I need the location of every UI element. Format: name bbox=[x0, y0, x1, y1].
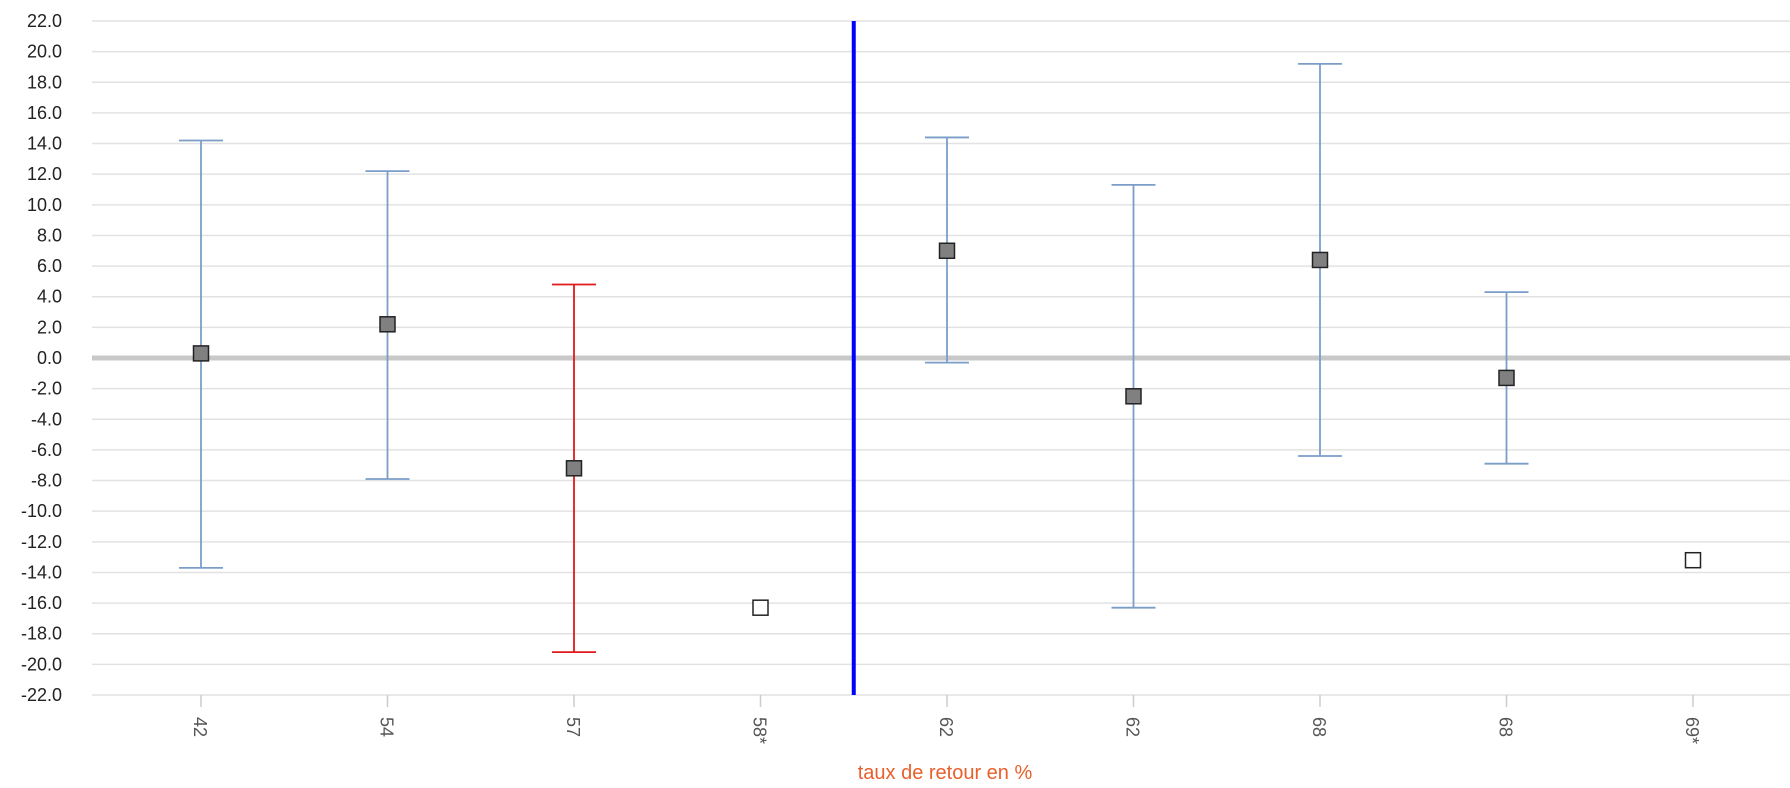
y-tick-label: 0.0 bbox=[37, 348, 62, 368]
y-axis-ticks: -22.0 -20.0 -18.0 -16.0 -14.0 -12.0 -10.0 -8.0 -… bbox=[21, 11, 62, 705]
y-tick-label: -20.0 bbox=[21, 654, 62, 674]
y-tick-label: 20.0 bbox=[27, 42, 62, 62]
data-point-marker bbox=[1125, 388, 1142, 405]
y-tick-label: -6.0 bbox=[31, 440, 62, 460]
y-tick-label: 6.0 bbox=[37, 256, 62, 276]
x-tick-label: 54 bbox=[377, 717, 397, 737]
y-tick-label: -16.0 bbox=[21, 593, 62, 613]
y-tick-label: 14.0 bbox=[27, 134, 62, 154]
y-tick-label: -18.0 bbox=[21, 624, 62, 644]
data-point-marker bbox=[938, 242, 956, 260]
y-tick-label: 12.0 bbox=[27, 164, 62, 184]
data-point-marker bbox=[752, 599, 769, 616]
data-point-marker bbox=[192, 345, 210, 362]
x-tick-label: 62 bbox=[936, 717, 956, 737]
x-tick-label: 57 bbox=[563, 717, 583, 737]
data-point-marker bbox=[1684, 551, 1702, 569]
data-point-marker bbox=[1311, 251, 1329, 269]
y-tick-label: -22.0 bbox=[21, 685, 62, 705]
y-tick-label: 4.0 bbox=[37, 287, 62, 307]
y-tick-label: -10.0 bbox=[21, 501, 62, 521]
data-point-marker bbox=[379, 316, 396, 333]
y-tick-label: -12.0 bbox=[21, 532, 62, 552]
y-tick-label: -8.0 bbox=[31, 471, 62, 491]
x-tick-label: 68 bbox=[1309, 717, 1329, 737]
data-point-marker bbox=[1498, 369, 1515, 387]
y-tick-label: 18.0 bbox=[27, 72, 62, 92]
x-tick-label: 62 bbox=[1123, 717, 1143, 737]
x-tick-label: 68 bbox=[1496, 717, 1516, 737]
y-tick-label: 8.0 bbox=[37, 225, 62, 245]
y-tick-label: -4.0 bbox=[31, 409, 62, 429]
x-tick-label: 58* bbox=[750, 717, 770, 744]
x-tick-label: 69* bbox=[1682, 717, 1702, 744]
y-tick-label: 10.0 bbox=[27, 195, 62, 215]
y-tick-label: 2.0 bbox=[37, 317, 62, 337]
data-marks bbox=[179, 62, 1702, 654]
x-axis-ticks: 42 54 57 58* 62 62 68 68 69* bbox=[190, 695, 1702, 744]
x-tick-label: 42 bbox=[190, 717, 210, 737]
y-tick-label: 22.0 bbox=[27, 11, 62, 31]
y-tick-label: 16.0 bbox=[27, 103, 62, 123]
x-axis-label: taux de retour en % bbox=[858, 762, 1033, 784]
y-tick-label: -2.0 bbox=[31, 379, 62, 399]
data-point-marker bbox=[565, 460, 583, 477]
y-tick-label: -14.0 bbox=[21, 562, 62, 582]
